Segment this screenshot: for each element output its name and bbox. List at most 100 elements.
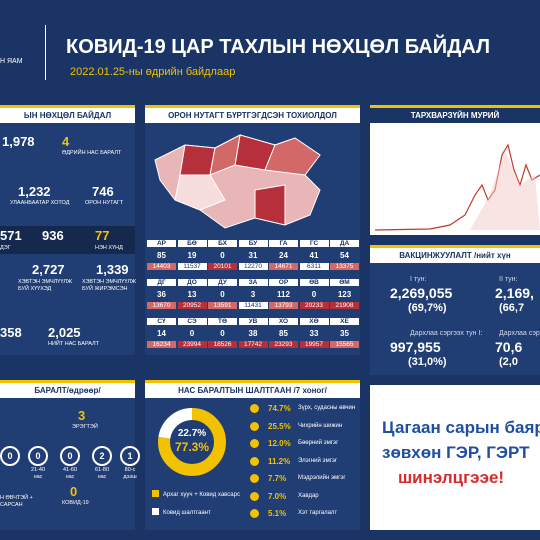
- province-code: СЭ: [177, 318, 207, 325]
- vaccine-panel: [370, 245, 540, 375]
- stat: 4: [62, 134, 70, 149]
- province-total: 14403: [147, 263, 176, 270]
- dose-share: (66,7: [499, 302, 525, 314]
- province-code: СҮ: [147, 318, 176, 325]
- age-ring: 1: [120, 446, 140, 466]
- stat-label: КОВИД-19: [62, 500, 89, 506]
- cause-label: Элэгний эмгэг: [298, 457, 338, 464]
- province-total: 11537: [177, 263, 207, 270]
- curve: [374, 143, 540, 231]
- cause-share: 74.7%: [268, 404, 291, 413]
- section-title: ЫН НӨХЦӨЛ БАЙДАЛ: [0, 105, 135, 123]
- province-code: ДГ: [147, 279, 176, 286]
- province-total: 19957: [299, 341, 329, 348]
- cause-icon: [250, 474, 259, 483]
- cause-label: Чихрийн шижин: [298, 422, 343, 429]
- dose-value: 70,6: [495, 339, 523, 355]
- stat: 2,727: [32, 262, 65, 277]
- stat-label: НИЙТ НАС БАРАЛТ: [48, 341, 100, 347]
- province-daily: 19: [187, 251, 197, 260]
- section-title: ВАКЦИНЖУУЛАЛТ /нийт хүн: [370, 245, 540, 263]
- map-shape: [174, 174, 226, 211]
- province-daily: 0: [220, 290, 225, 299]
- province-total: 13591: [208, 302, 237, 309]
- cause-label: Зүрх, судасны өвчин: [298, 405, 356, 411]
- donut-label: 77.3%: [175, 440, 209, 454]
- province-code: ХЕ: [330, 318, 359, 325]
- province-daily: 13: [187, 290, 197, 299]
- cause-label: Бөөрний эмгэг: [298, 440, 339, 446]
- province-code: ХО: [269, 318, 298, 325]
- province-code: АР: [147, 240, 176, 247]
- title: КОВИД-19 ЦАР ТАХЛЫН НӨХЦӨЛ БАЙДАЛ: [66, 36, 491, 58]
- province-code: БХ: [208, 240, 237, 247]
- map-shape: [209, 134, 321, 176]
- province-daily: 38: [248, 329, 258, 338]
- stat: 1,978: [2, 134, 35, 149]
- stat: 2,025: [48, 325, 81, 340]
- age-ring: 0: [60, 446, 80, 466]
- province-code: БУ: [238, 240, 268, 247]
- section-title: ТАРХВАРЗҮЙН МУРИЙ: [370, 105, 540, 123]
- province-daily: 85: [157, 251, 166, 260]
- province-code: ХӨ: [299, 318, 329, 325]
- notice-line: зөвхөн ГЭР, ГЭРТ: [382, 443, 530, 462]
- dose-label: Дархлаа сэргээх тун I:: [410, 330, 483, 337]
- section-title: НАС БАРАЛТЫН ШАЛТГААН /7 хоног/: [145, 380, 360, 398]
- province-daily: 33: [309, 329, 319, 338]
- province-daily: 0: [220, 329, 225, 338]
- province-code: ӨМ: [330, 279, 359, 286]
- age-ring: 0: [28, 446, 48, 466]
- stat-label: 61-80 нас: [94, 467, 110, 480]
- province-code: ДА: [330, 240, 359, 247]
- stat-label: Н ӨВЧТЭЙ + САРСАН: [0, 495, 33, 508]
- province-daily: 24: [279, 251, 288, 260]
- stat-label: НЭН ХҮНД: [95, 245, 123, 251]
- cause-label: Мэдрэлийн эмгэг: [298, 475, 346, 481]
- province-daily: 54: [340, 251, 349, 260]
- stat-label: 80-с дээш: [123, 467, 137, 480]
- province-daily: 31: [248, 251, 258, 260]
- province-code: ТӨ: [208, 318, 237, 325]
- province-daily: 36: [157, 290, 166, 299]
- province-daily: 85: [279, 329, 288, 338]
- severity-band: [0, 226, 135, 254]
- legend-swatch: [152, 490, 159, 497]
- province-daily: 0: [189, 329, 195, 338]
- province-total: 12270: [238, 263, 268, 270]
- section-title: ОРОН НУТАГТ БҮРТГЭГДСЭН ТОХИОЛДОЛ: [145, 105, 360, 123]
- dose-share: (2,0: [499, 356, 518, 368]
- cause-icon: [250, 404, 259, 413]
- notice-line: шинэлцгээе!: [398, 468, 505, 487]
- dose-label: I тун:: [410, 276, 427, 283]
- stat-label: 41-60 нас: [62, 467, 78, 480]
- dose-value: 2,169,: [495, 285, 534, 301]
- cause-share: 7.0%: [268, 491, 287, 501]
- cause-label: Хавдар: [298, 492, 319, 499]
- donut-chart: 22.7%77.3% Архаг хууч + Ковид хавсарсан Ко…: [152, 408, 240, 516]
- cause-label: Хэт таргалалт: [298, 510, 338, 516]
- province-total: 14671: [269, 263, 298, 270]
- province-total: 20233: [299, 302, 329, 309]
- donut-label: 22.7%: [178, 428, 206, 439]
- province-daily: 0: [311, 290, 317, 299]
- stat-label: ӨДРИЙН НАС БАРАЛТ: [62, 150, 122, 156]
- province-code: ДО: [177, 279, 207, 286]
- province-daily: 3: [250, 290, 256, 299]
- province-code: ГА: [269, 240, 298, 247]
- cause-icon: [250, 421, 259, 431]
- dose-value: 2,269,055: [390, 285, 453, 301]
- province-total: 6311: [299, 263, 329, 270]
- province-total: 16234: [147, 341, 176, 348]
- province-total: 23994: [177, 341, 207, 348]
- province-total: 13375: [330, 263, 359, 270]
- province-code: ӨВ: [299, 279, 329, 286]
- divider: [45, 25, 46, 80]
- stat-label: ХЭВТЭН ЭМЧЛҮҮЛЖ БУЙ ХҮҮХЭД: [18, 279, 73, 292]
- province-total: 20101: [208, 263, 237, 270]
- province-total: 11431: [238, 302, 268, 309]
- province-daily: 0: [220, 251, 225, 260]
- stat: 571: [0, 228, 22, 243]
- stat-label: УЛААНБААТАР ХОТОД: [10, 200, 70, 206]
- cause-share: 7.7%: [268, 474, 287, 483]
